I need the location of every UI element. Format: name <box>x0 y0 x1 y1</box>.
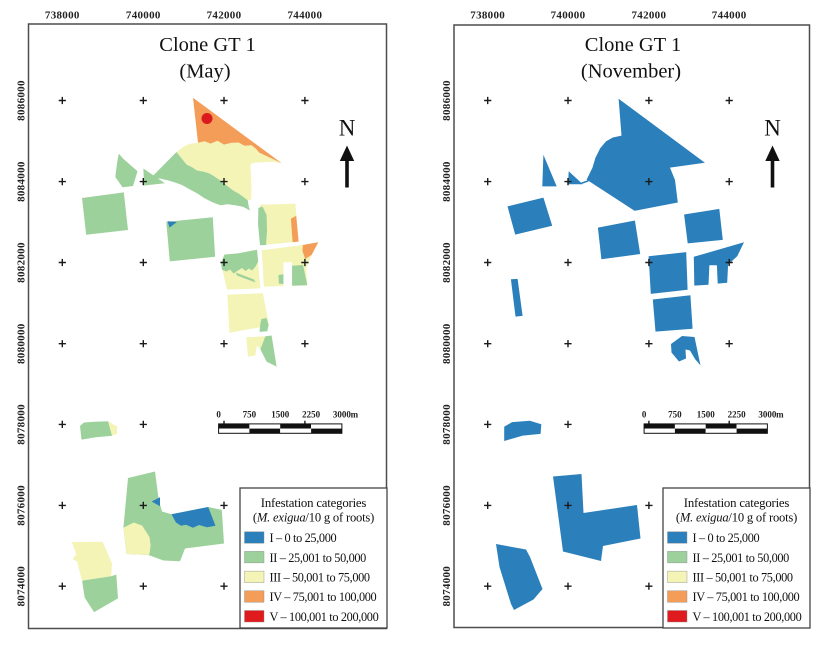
svg-text:I – 0 to 25,000: I – 0 to 25,000 <box>270 531 337 545</box>
svg-text:3000: 3000 <box>333 410 352 420</box>
svg-text:2250: 2250 <box>728 410 747 420</box>
svg-text:N: N <box>339 116 356 141</box>
svg-text:8082000: 8082000 <box>16 242 28 283</box>
svg-text:0: 0 <box>216 410 221 420</box>
svg-text:III – 50,001 to 75,000: III – 50,001 to 75,000 <box>693 571 793 585</box>
svg-text:8076000: 8076000 <box>16 485 28 526</box>
svg-text:(May): (May) <box>179 61 230 83</box>
svg-text:8080000: 8080000 <box>441 323 453 364</box>
svg-text:8086000: 8086000 <box>441 80 453 121</box>
svg-text:V – 100,001 to 200,000: V – 100,001 to 200,000 <box>693 610 802 624</box>
svg-text:Clone GT 1: Clone GT 1 <box>159 34 255 56</box>
svg-text:738000: 738000 <box>470 10 505 22</box>
svg-text:V – 100,001 to 200,000: V – 100,001 to 200,000 <box>270 610 379 624</box>
svg-text:738000: 738000 <box>45 10 80 22</box>
svg-text:744000: 744000 <box>712 10 747 22</box>
svg-text:Infestation categories: Infestation categories <box>684 496 790 510</box>
svg-text:1500: 1500 <box>271 410 290 420</box>
svg-text:(M. exigua/10 g of roots): (M. exigua/10 g of roots) <box>253 511 374 525</box>
svg-text:N: N <box>764 116 781 141</box>
svg-text:750: 750 <box>668 410 682 420</box>
svg-text:1500: 1500 <box>697 410 716 420</box>
svg-text:m: m <box>351 410 359 420</box>
svg-text:II – 25,001 to 50,000: II – 25,001 to 50,000 <box>693 551 790 565</box>
svg-text:750: 750 <box>243 410 257 420</box>
svg-text:8086000: 8086000 <box>16 80 28 121</box>
svg-text:742000: 742000 <box>631 10 666 22</box>
svg-text:8084000: 8084000 <box>16 161 28 202</box>
svg-text:III – 50,001 to 75,000: III – 50,001 to 75,000 <box>270 571 370 585</box>
svg-text:m: m <box>776 410 784 420</box>
svg-text:742000: 742000 <box>207 10 242 22</box>
svg-text:2250: 2250 <box>302 410 321 420</box>
svg-text:Clone GT 1: Clone GT 1 <box>585 34 681 56</box>
svg-text:II – 25,001 to 50,000: II – 25,001 to 50,000 <box>270 551 367 565</box>
svg-text:740000: 740000 <box>551 10 586 22</box>
svg-text:Infestation categories: Infestation categories <box>261 496 367 510</box>
svg-text:8076000: 8076000 <box>441 485 453 526</box>
svg-text:744000: 744000 <box>287 10 322 22</box>
svg-text:(M. exigua/10 g of roots): (M. exigua/10 g of roots) <box>676 511 797 525</box>
svg-text:3000: 3000 <box>758 410 777 420</box>
svg-text:8078000: 8078000 <box>16 404 28 445</box>
svg-text:I – 0 to 25,000: I – 0 to 25,000 <box>693 531 760 545</box>
svg-text:8078000: 8078000 <box>441 404 453 445</box>
svg-text:(November): (November) <box>581 61 681 83</box>
svg-text:8084000: 8084000 <box>441 161 453 202</box>
svg-text:740000: 740000 <box>126 10 161 22</box>
svg-text:0: 0 <box>642 410 647 420</box>
svg-text:8082000: 8082000 <box>441 242 453 283</box>
svg-text:IV – 75,001 to 100,000: IV – 75,001 to 100,000 <box>270 590 377 604</box>
svg-text:8074000: 8074000 <box>441 566 453 607</box>
svg-text:8080000: 8080000 <box>16 323 28 364</box>
svg-text:8074000: 8074000 <box>16 566 28 607</box>
svg-text:IV – 75,001 to 100,000: IV – 75,001 to 100,000 <box>693 590 800 604</box>
